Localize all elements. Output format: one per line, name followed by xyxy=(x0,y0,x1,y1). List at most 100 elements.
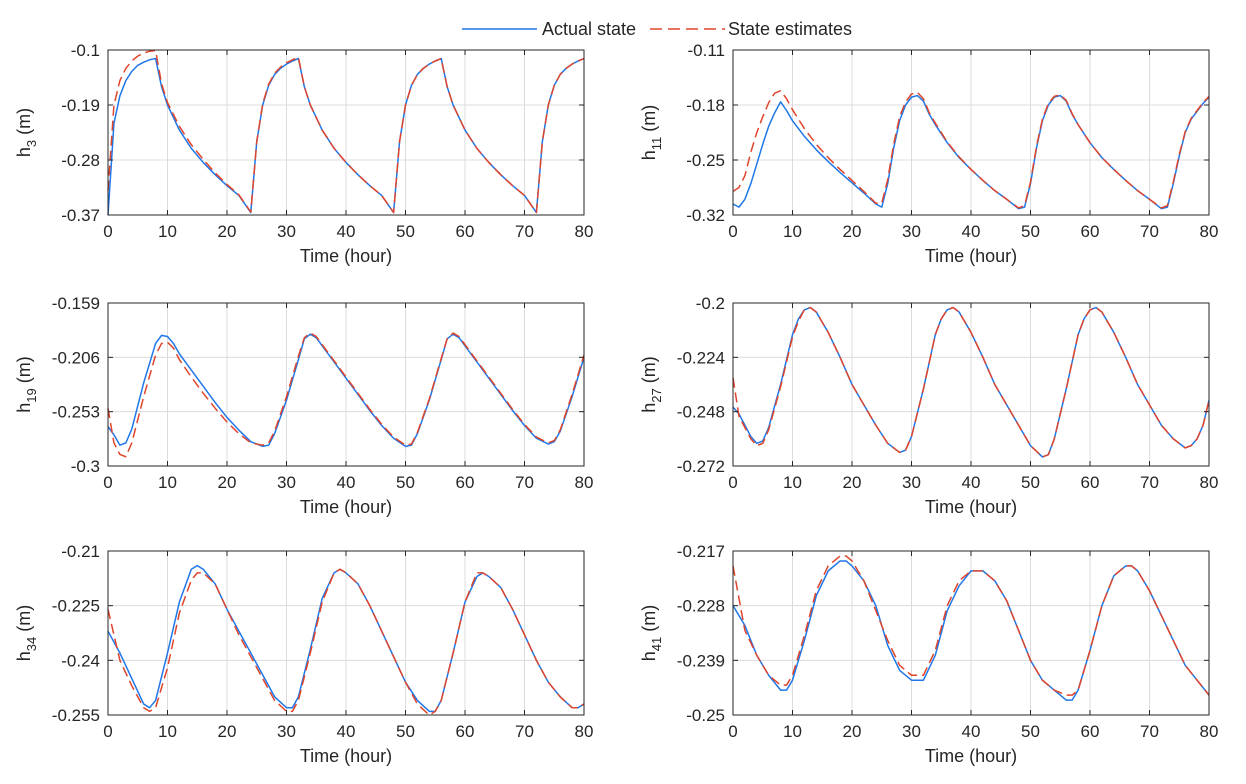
y-tick-label: -0.2 xyxy=(696,294,725,313)
x-tick-label: 40 xyxy=(962,473,981,492)
x-tick-label: 70 xyxy=(1140,722,1159,741)
x-tick-label: 0 xyxy=(728,722,737,741)
x-tick-label: 20 xyxy=(218,222,237,241)
x-tick-label: 20 xyxy=(843,722,862,741)
x-tick-label: 20 xyxy=(843,473,862,492)
subplot-3: 0 10 20 30 40 50 60 70 80 -0.37 -0.28 -0.19 -0.1 Time… xyxy=(14,41,593,266)
x-tick-label: 40 xyxy=(962,722,981,741)
legend-actual-label: Actual state xyxy=(542,19,636,39)
x-tick-label: 50 xyxy=(396,222,415,241)
series-state-estimates xyxy=(732,306,1210,458)
x-tick-label: 80 xyxy=(1200,473,1219,492)
y-tick-label: -0.248 xyxy=(677,403,725,422)
y-tick-label: -0.11 xyxy=(688,41,726,60)
x-tick-label: 40 xyxy=(337,222,356,241)
y-tick-label: -0.18 xyxy=(686,96,725,115)
series-state-estimates xyxy=(732,90,1210,209)
y-tick-label: -0.255 xyxy=(52,706,100,725)
x-tick-label: 80 xyxy=(575,222,594,241)
x-tick-label: 50 xyxy=(396,473,415,492)
x-tick-label: 70 xyxy=(515,722,534,741)
x-axis-label: Time (hour) xyxy=(925,746,1017,766)
y-tick-label: -0.3 xyxy=(71,457,100,476)
x-tick-label: 30 xyxy=(277,473,296,492)
y-tick-label: -0.32 xyxy=(686,206,725,225)
x-tick-label: 60 xyxy=(1081,473,1100,492)
x-tick-label: 30 xyxy=(277,222,296,241)
x-tick-label: 50 xyxy=(1021,473,1040,492)
x-tick-label: 10 xyxy=(158,722,177,741)
x-tick-label: 50 xyxy=(1021,222,1040,241)
x-axis-label: Time (hour) xyxy=(925,497,1017,517)
x-tick-label: 30 xyxy=(902,722,921,741)
y-tick-label: -0.25 xyxy=(686,706,725,725)
x-tick-label: 40 xyxy=(337,473,356,492)
x-tick-label: 0 xyxy=(728,222,737,241)
x-tick-label: 40 xyxy=(962,222,981,241)
series-actual-state xyxy=(107,333,585,448)
subplots: 0 10 20 30 40 50 60 70 80 -0.37 -0.28 -0.19 -0.1 Time… xyxy=(14,41,1218,766)
x-tick-label: 20 xyxy=(218,473,237,492)
x-tick-label: 10 xyxy=(783,222,802,241)
x-tick-label: 70 xyxy=(1140,473,1159,492)
series-state-estimates xyxy=(107,568,585,716)
x-tick-label: 50 xyxy=(1021,722,1040,741)
x-tick-label: 0 xyxy=(103,222,112,241)
x-tick-label: 80 xyxy=(1200,722,1219,741)
y-tick-label: -0.225 xyxy=(52,597,100,616)
x-tick-label: 30 xyxy=(902,222,921,241)
x-tick-label: 10 xyxy=(783,473,802,492)
legend-estimate-label: State estimates xyxy=(728,19,852,39)
subplot-11: 0 10 20 30 40 50 60 70 80 -0.32 -0.25 -0.18 -0.11 Tim… xyxy=(639,41,1218,266)
x-tick-label: 70 xyxy=(515,473,534,492)
x-axis-label: Time (hour) xyxy=(300,246,392,266)
y-tick-label: -0.24 xyxy=(61,651,100,670)
x-tick-label: 10 xyxy=(158,473,177,492)
subplot-27: 0 10 20 30 40 50 60 70 80 -0.272 -0.248 -0.224 -0.2 T… xyxy=(639,294,1218,517)
y-tick-label: -0.19 xyxy=(61,96,100,115)
y-tick-label: -0.224 xyxy=(677,348,725,367)
legend: Actual state State estimates xyxy=(462,19,852,39)
y-tick-label: -0.228 xyxy=(677,597,725,616)
x-tick-label: 80 xyxy=(1200,222,1219,241)
x-tick-label: 70 xyxy=(515,222,534,241)
series-state-estimates xyxy=(107,332,585,458)
x-tick-label: 60 xyxy=(1081,722,1100,741)
x-tick-label: 0 xyxy=(728,473,737,492)
x-axis-label: Time (hour) xyxy=(925,246,1017,266)
subplot-19: 0 10 20 30 40 50 60 70 80 -0.3 -0.253 -0.206 -0.159 T… xyxy=(14,294,593,517)
x-tick-label: 50 xyxy=(396,722,415,741)
subplot-41: 0 10 20 30 40 50 60 70 80 -0.25 -0.239 -0.228 -0.217… xyxy=(639,542,1218,766)
y-tick-label: -0.253 xyxy=(52,403,100,422)
y-axis-label: h19 (m) xyxy=(14,356,39,412)
x-tick-label: 60 xyxy=(456,222,475,241)
x-tick-label: 10 xyxy=(158,222,177,241)
x-tick-label: 80 xyxy=(575,473,594,492)
y-tick-label: -0.1 xyxy=(71,41,100,60)
x-tick-label: 10 xyxy=(783,722,802,741)
y-tick-label: -0.206 xyxy=(52,348,100,367)
subplot-34: 0 10 20 30 40 50 60 70 80 -0.255 -0.24 -0.225 -0.21 T… xyxy=(14,542,593,766)
x-tick-label: 20 xyxy=(843,222,862,241)
x-tick-label: 60 xyxy=(456,722,475,741)
x-tick-label: 80 xyxy=(575,722,594,741)
x-tick-label: 70 xyxy=(1140,222,1159,241)
x-tick-label: 60 xyxy=(456,473,475,492)
y-tick-label: -0.239 xyxy=(677,651,725,670)
y-tick-label: -0.21 xyxy=(61,542,100,561)
x-tick-label: 30 xyxy=(277,722,296,741)
y-axis-label: h27 (m) xyxy=(639,356,664,412)
y-tick-label: -0.217 xyxy=(677,542,725,561)
y-axis-label: h3 (m) xyxy=(14,108,39,157)
x-tick-label: 0 xyxy=(103,722,112,741)
y-tick-label: -0.25 xyxy=(686,151,725,170)
y-tick-label: -0.28 xyxy=(61,151,100,170)
x-tick-label: 40 xyxy=(337,722,356,741)
y-tick-label: -0.37 xyxy=(61,206,100,225)
y-axis-label: h34 (m) xyxy=(14,605,39,661)
y-tick-label: -0.159 xyxy=(52,294,100,313)
y-axis-label: h11 (m) xyxy=(639,105,664,161)
x-tick-label: 30 xyxy=(902,473,921,492)
x-axis-label: Time (hour) xyxy=(300,746,392,766)
